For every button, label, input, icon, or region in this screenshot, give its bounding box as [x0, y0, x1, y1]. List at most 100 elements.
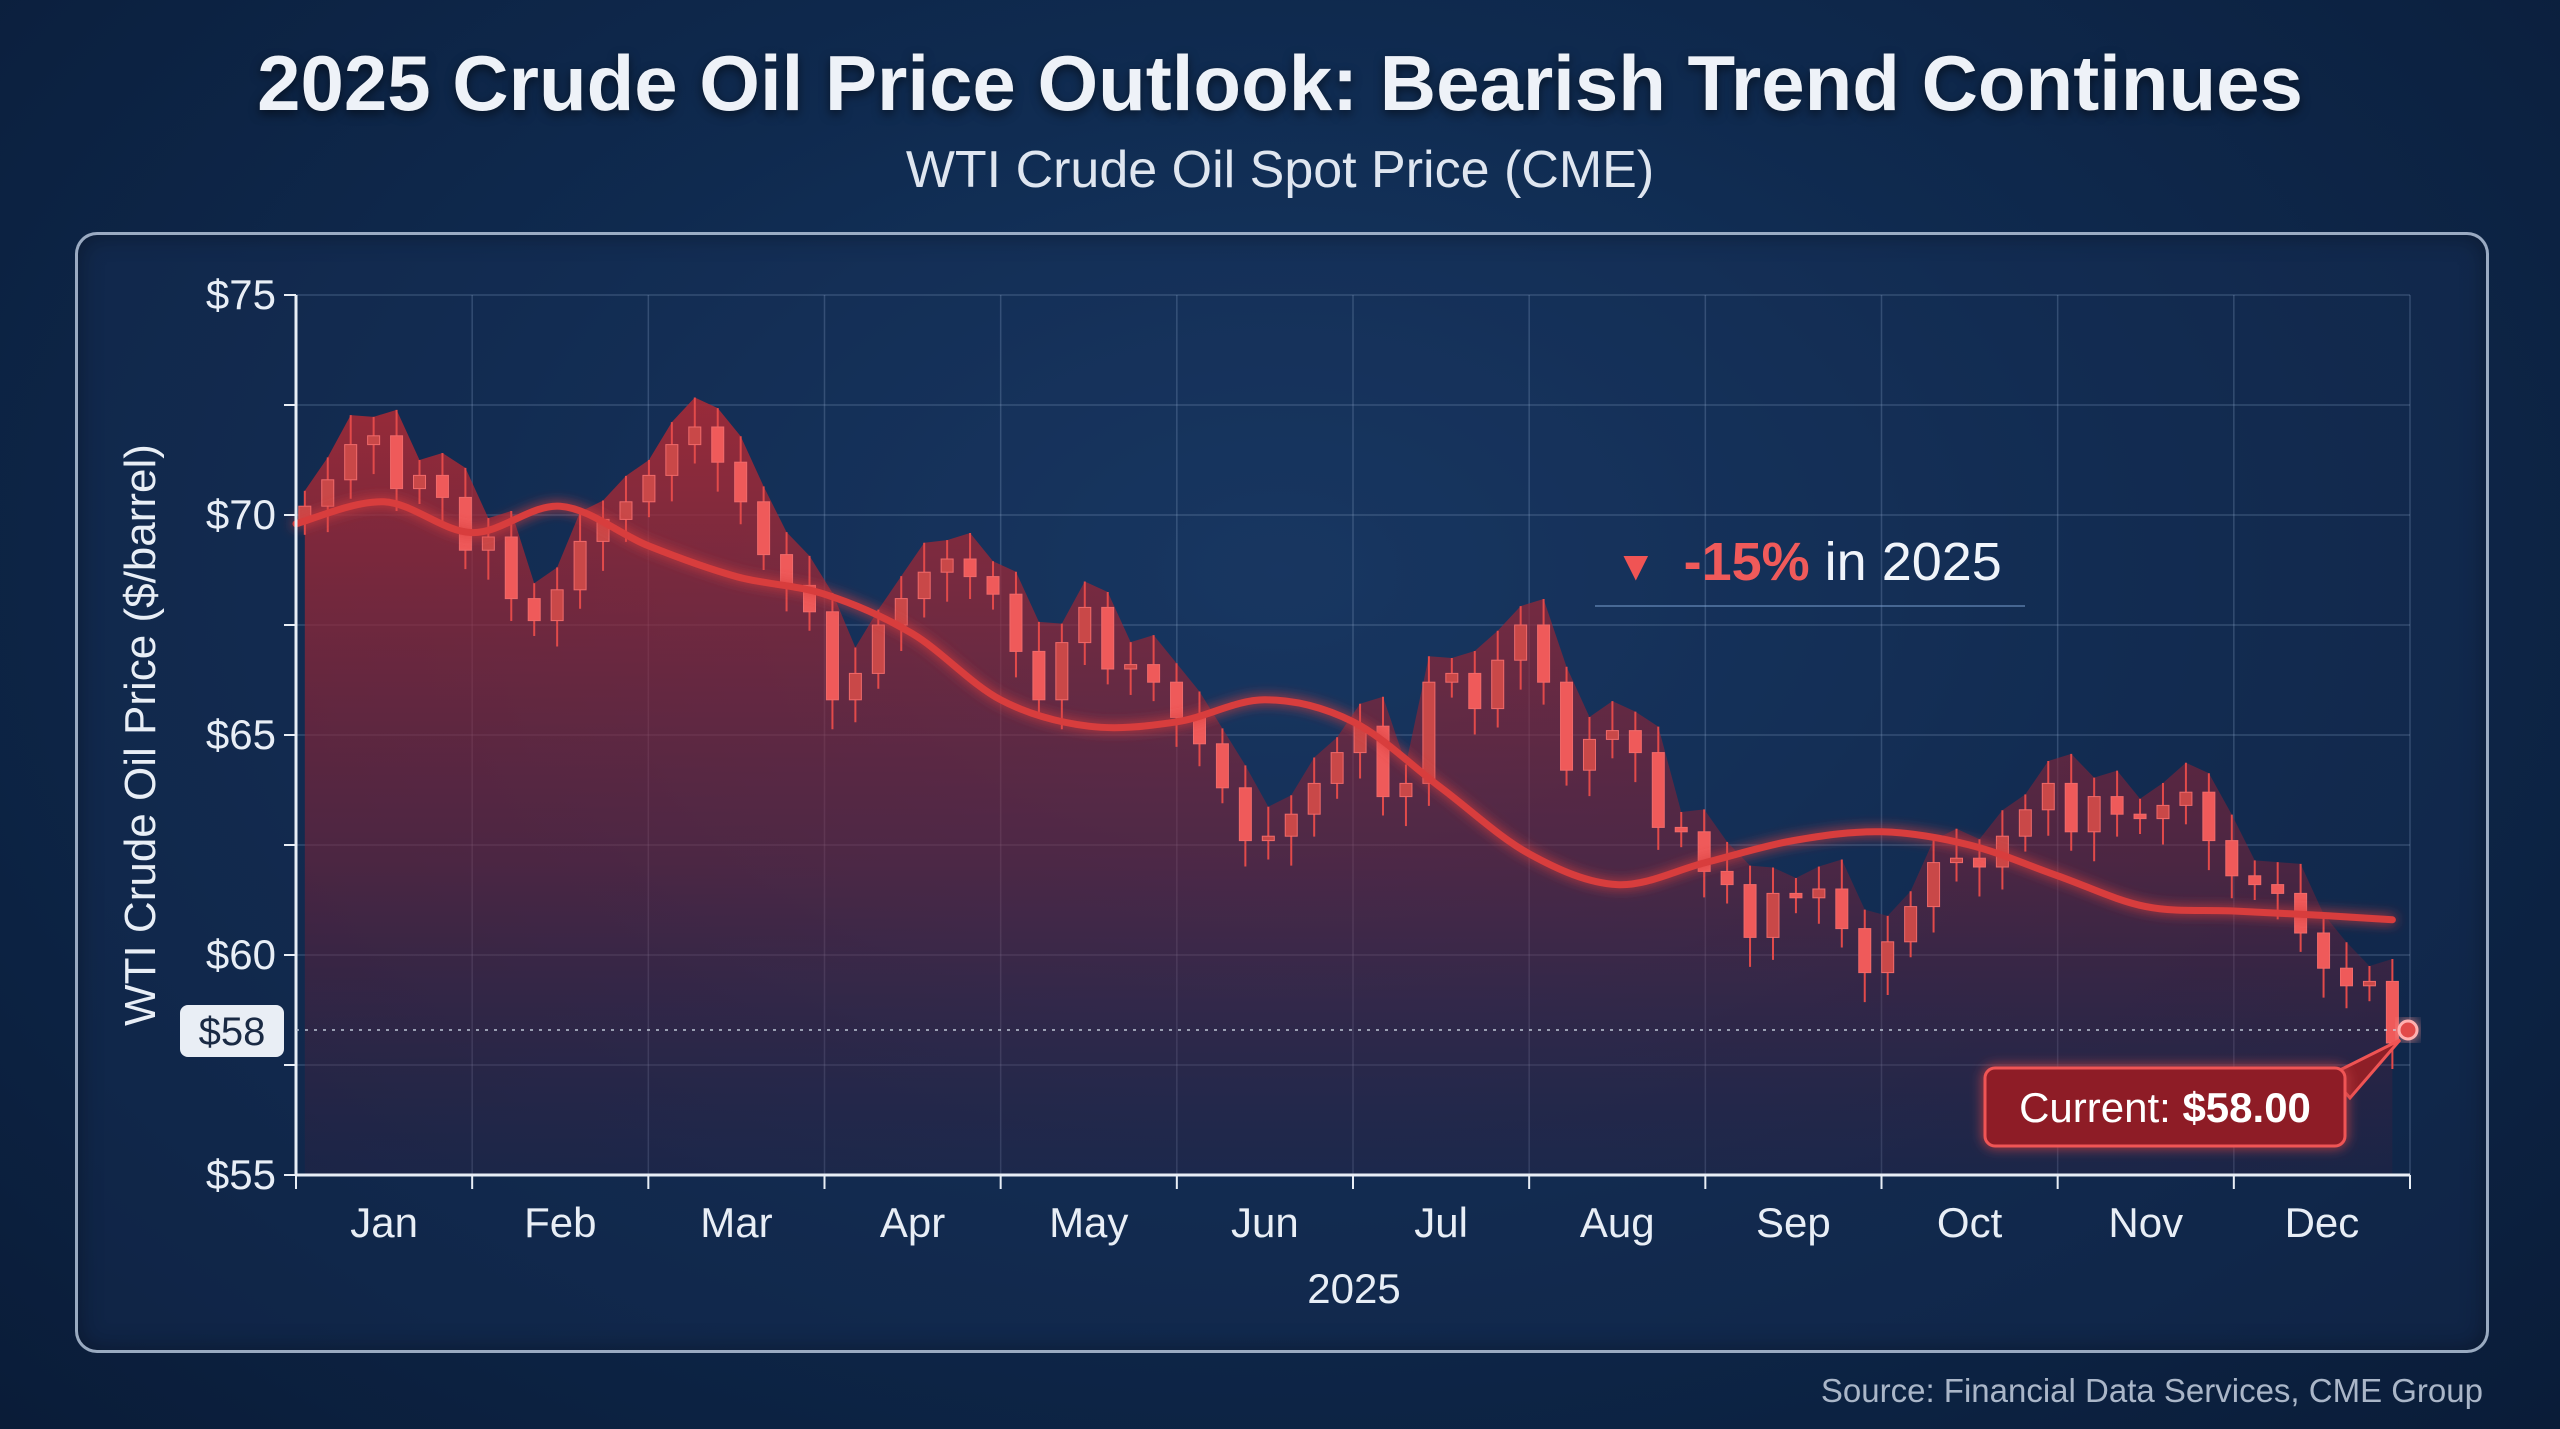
candle-body	[390, 435, 404, 490]
candle-body	[780, 554, 794, 586]
candle-body	[1904, 906, 1918, 943]
candle-body	[1605, 730, 1619, 740]
candle-body	[757, 501, 771, 556]
x-tick-label: Mar	[700, 1199, 772, 1246]
candle-body	[2133, 813, 2147, 820]
candle-body	[734, 461, 748, 503]
chart-title: 2025 Crude Oil Price Outlook: Bearish Tr…	[257, 39, 2303, 127]
x-tick-label: Jan	[350, 1199, 418, 1246]
candle-body	[642, 474, 656, 503]
candle-body	[940, 558, 954, 573]
candle-body	[1789, 892, 1803, 899]
candle-body	[1261, 835, 1275, 842]
candle-body	[2271, 884, 2285, 894]
candle-body	[1101, 606, 1115, 670]
candle-body	[1858, 928, 1872, 974]
current-price-marker-box	[180, 1005, 284, 1057]
candle-body	[1284, 813, 1298, 837]
candle-body	[963, 558, 977, 578]
x-tick-label: Oct	[1937, 1199, 2003, 1246]
current-callout-box	[1983, 1066, 2347, 1148]
candle-body	[917, 571, 931, 600]
x-tick-label: Sep	[1756, 1199, 1831, 1246]
x-tick-label: Feb	[524, 1199, 596, 1246]
candle-body	[2225, 840, 2239, 877]
candle-body	[1537, 624, 1551, 683]
current-value: $58.00	[2182, 1084, 2310, 1131]
y-tick-label: $75	[206, 271, 276, 318]
source-note: Source: Financial Data Services, CME Gro…	[1820, 1372, 2483, 1409]
candle-body	[481, 536, 495, 551]
candle-body	[321, 479, 335, 507]
candle-body	[458, 496, 472, 551]
x-tick-label: May	[1049, 1199, 1128, 1246]
candle-body	[1651, 752, 1665, 828]
current-label: Current:	[2019, 1084, 2182, 1131]
candle-body	[1009, 593, 1023, 652]
candle-body	[1238, 787, 1252, 842]
y-tick-label: $60	[206, 931, 276, 978]
candle-body	[2248, 875, 2262, 886]
current-callout-text: Current: $58.00	[2019, 1084, 2311, 1131]
candle-body	[504, 536, 518, 600]
candle-body	[1881, 941, 1895, 974]
y-tick-label: $65	[206, 711, 276, 758]
candle-body	[1124, 664, 1138, 670]
x-tick-label: Nov	[2108, 1199, 2183, 1246]
candle-body	[665, 444, 679, 476]
candle-body	[2041, 782, 2055, 811]
candle-body	[1835, 888, 1849, 930]
candle-body	[1078, 606, 1092, 644]
candle-body	[1720, 870, 1734, 886]
candle-body	[688, 426, 702, 446]
candle-body	[573, 540, 587, 591]
candle-body	[1147, 664, 1161, 683]
candle-body	[986, 576, 1000, 595]
x-tick-label: Jun	[1231, 1199, 1299, 1246]
candle-body	[1972, 857, 1986, 868]
trend-line	[292, 498, 2396, 924]
candle-body	[871, 624, 885, 674]
candle-body	[2087, 796, 2101, 833]
candle-body	[1812, 888, 1826, 899]
candle-body	[711, 426, 725, 463]
candles	[298, 397, 2399, 1069]
current-price-marker-label: $58	[199, 1010, 266, 1054]
candle-body	[2340, 967, 2354, 987]
change-text: in 2025	[1825, 532, 2002, 592]
y-tick-label: $70	[206, 491, 276, 538]
candle-body	[1514, 624, 1528, 661]
candle-body	[1055, 642, 1069, 701]
y-tick-label: $55	[206, 1151, 276, 1198]
down-triangle-icon: ▼	[1615, 542, 1657, 589]
candle-body	[1215, 743, 1229, 789]
candle-body	[2317, 932, 2331, 969]
candle-body	[2202, 791, 2216, 842]
candle-body	[367, 435, 381, 446]
candle-body	[2018, 809, 2032, 837]
candle-body	[2064, 782, 2078, 833]
candle-body	[1674, 826, 1688, 833]
candle-body	[1743, 884, 1757, 938]
candle-body	[527, 598, 541, 622]
chart-subtitle: WTI Crude Oil Spot Price (CME)	[905, 141, 1655, 199]
change-annotation: ▼ -15% in 2025	[1615, 532, 2002, 592]
candle-body	[2179, 791, 2193, 806]
candle-body	[1330, 752, 1344, 784]
candle-body	[1491, 659, 1505, 710]
candle-body	[550, 589, 564, 622]
candle-body	[413, 474, 427, 490]
x-tick-label: Apr	[880, 1199, 945, 1246]
candle-body	[619, 501, 633, 520]
candle-body	[1445, 672, 1459, 683]
candle-body	[2385, 980, 2399, 1044]
candle-body	[2110, 796, 2124, 815]
change-value: -15%	[1684, 532, 1810, 592]
x-tick-label: Dec	[2285, 1199, 2360, 1246]
candle-body	[1032, 650, 1046, 701]
candle-body	[1766, 892, 1780, 938]
x-axis-label: 2025	[1307, 1265, 1400, 1312]
candle-body	[1927, 862, 1941, 908]
candle-body	[1582, 738, 1596, 771]
